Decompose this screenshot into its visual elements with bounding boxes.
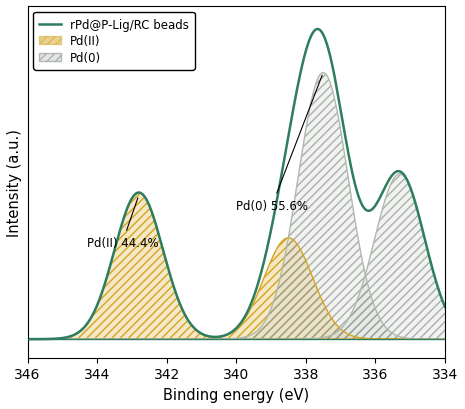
Text: Pd(II) 44.4%: Pd(II) 44.4% [86,198,158,249]
Y-axis label: Intensity (a.u.): Intensity (a.u.) [7,128,22,236]
Text: Pd(0) 55.6%: Pd(0) 55.6% [236,76,322,212]
Legend: rPd@P-Lig/RC beads, Pd(II), Pd(0): rPd@P-Lig/RC beads, Pd(II), Pd(0) [33,13,195,71]
X-axis label: Binding energy (eV): Binding energy (eV) [163,387,309,402]
